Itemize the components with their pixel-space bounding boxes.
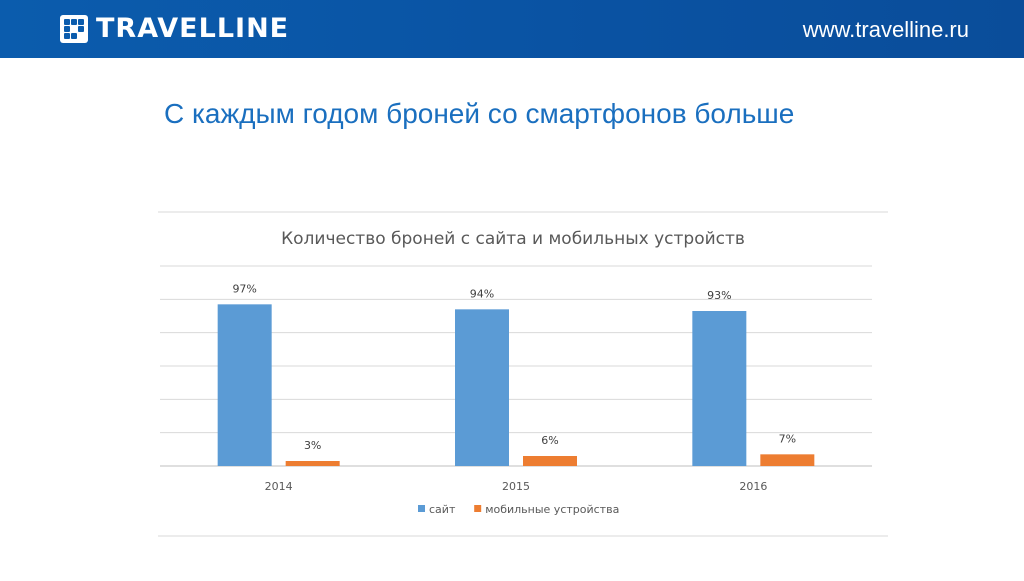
data-label: 3% [304, 439, 321, 452]
gridlines [160, 265, 872, 467]
site-url-link[interactable]: www.travelline.ru [802, 17, 969, 42]
x-tick-label: 2014 [265, 480, 293, 493]
legend-swatch [474, 505, 482, 512]
data-label: 97% [232, 282, 256, 295]
bar-site-2014 [217, 304, 272, 466]
legend-label: сайт [429, 503, 456, 516]
data-label: 7% [779, 432, 796, 445]
x-tick-label: 2015 [502, 480, 530, 493]
bar-site-2015 [455, 309, 509, 466]
chart-legend: сайт мобильные устройства [418, 503, 619, 516]
data-label: 94% [470, 287, 494, 300]
dots-square-logo-icon [60, 15, 88, 43]
x-axis-ticks: 2014 2015 2016 [265, 480, 768, 493]
data-label: 6% [541, 434, 558, 447]
legend-swatch [418, 505, 425, 512]
x-tick-label: 2016 [739, 480, 767, 493]
brand-logo[interactable]: TRAVELLINE [60, 14, 289, 44]
bar-mobile-2016 [760, 454, 815, 466]
data-labels: 97% 3% 94% 6% 93% 7% [232, 282, 796, 452]
bar-mobile-2015 [523, 456, 577, 466]
bars [217, 304, 815, 466]
legend-label: мобильные устройства [485, 503, 619, 516]
header-bar: TRAVELLINE www.travelline.ru [0, 0, 1024, 58]
slide-title: С каждым годом броней со смартфонов боль… [164, 98, 795, 129]
bar-site-2016 [692, 311, 747, 466]
chart-title: Количество броней с сайта и мобильных ус… [281, 229, 745, 249]
bar-mobile-2014 [285, 461, 340, 466]
data-label: 93% [707, 289, 731, 302]
brand-name: TRAVELLINE [96, 13, 290, 44]
